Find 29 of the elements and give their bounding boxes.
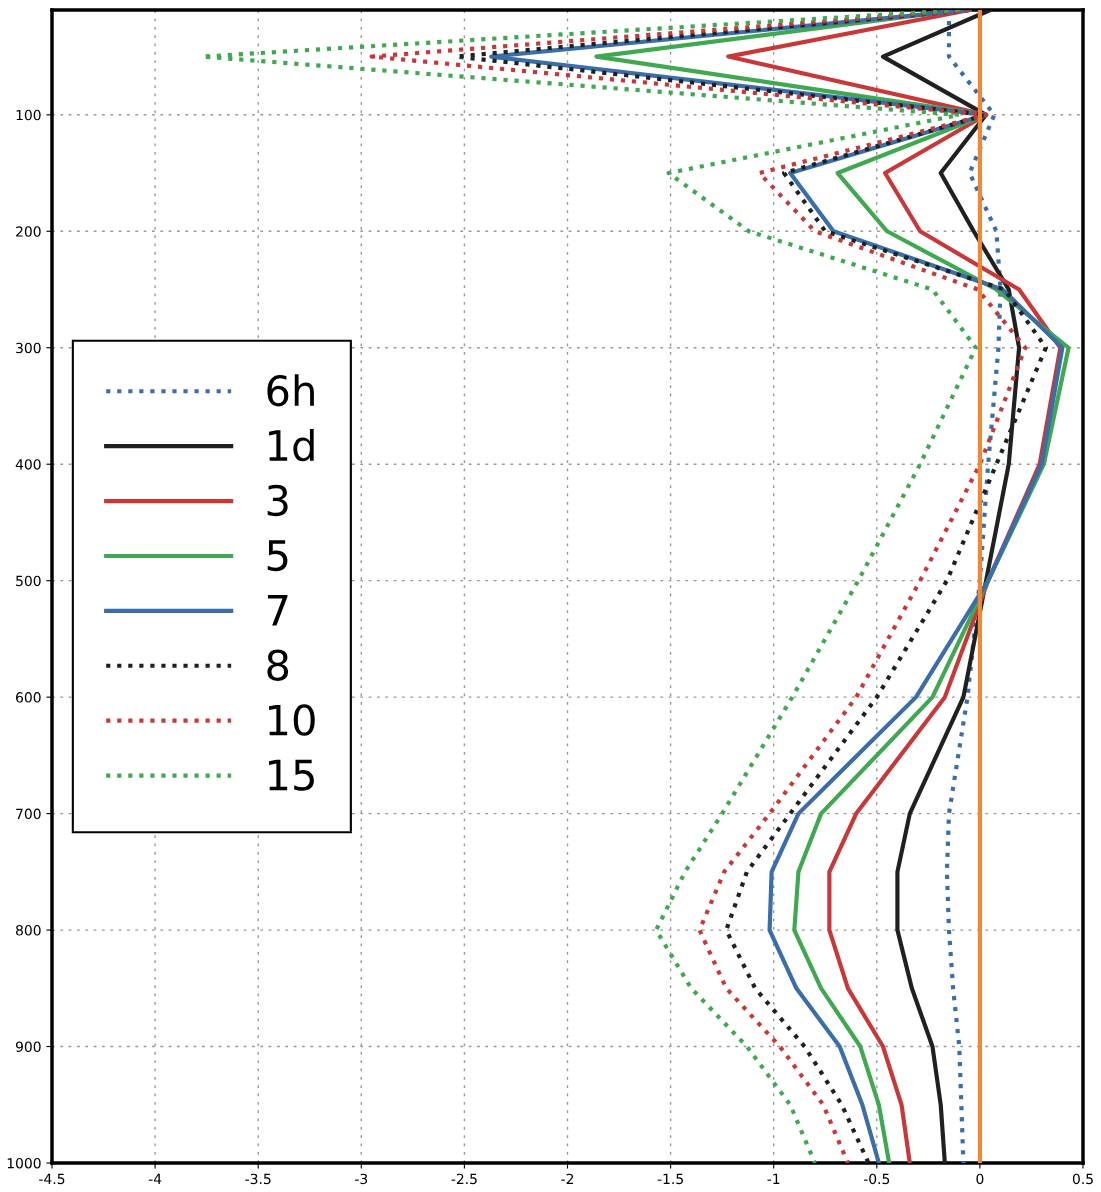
y-tick-label: 400 (15, 459, 41, 470)
y-tick-label: 500 (16, 575, 41, 587)
y-tick-label: 1000 (7, 1157, 41, 1169)
y-tick-label: 300 (16, 342, 41, 354)
legend-label: 15 (269, 759, 314, 791)
x-tick-label: 0.5 (1072, 1173, 1093, 1185)
x-tick-label: -2 (561, 1173, 574, 1184)
x-tick-label: -3 (355, 1173, 368, 1185)
x-tick-label: -1.5 (657, 1173, 683, 1185)
legend-label: 3 (267, 484, 288, 517)
legend-label: 10 (269, 704, 315, 736)
legend-label: 7 (267, 595, 288, 626)
y-tick-label: 800 (16, 925, 41, 936)
legend-label: 8 (267, 649, 289, 681)
x-tick-label: -0.5 (863, 1173, 890, 1185)
legend-label: 5 (267, 540, 288, 572)
y-tick-label: 600 (16, 692, 41, 703)
y-tick-label: 100 (16, 109, 41, 121)
legend-label: 6h (267, 374, 314, 407)
y-tick-label: 200 (16, 226, 41, 237)
x-tick-label: -4 (148, 1173, 162, 1184)
x-tick-label: -2.5 (451, 1173, 477, 1185)
x-tick-label: -1 (767, 1173, 780, 1184)
y-tick-label: 700 (16, 808, 41, 820)
x-tick-label: -4.5 (39, 1173, 65, 1185)
x-tick-label: -3.5 (245, 1173, 271, 1185)
y-tick-label: 900 (15, 1041, 41, 1053)
x-tick-label: 0 (976, 1173, 984, 1185)
legend-label: 1d (269, 429, 314, 462)
